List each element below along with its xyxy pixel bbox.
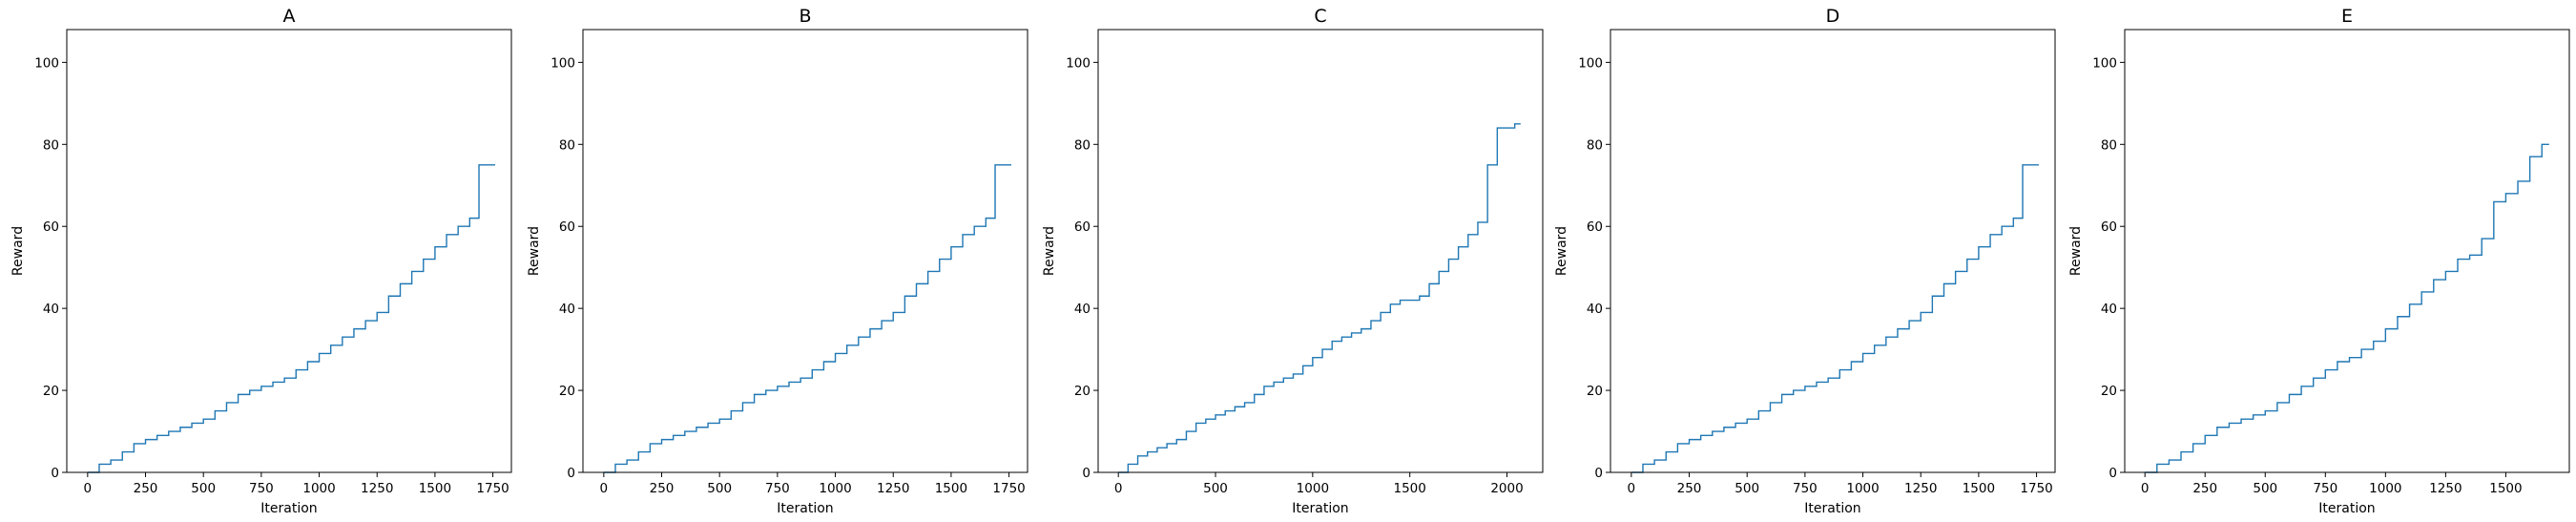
chart-title: B [799, 6, 811, 27]
y-tick-label: 60 [559, 219, 575, 235]
x-axis-label: Iteration [260, 501, 317, 516]
x-axis-label: Iteration [777, 501, 833, 516]
x-tick-label: 1000 [1846, 481, 1879, 496]
plot-frame [2124, 29, 2570, 473]
plot-frame [1097, 29, 1544, 473]
chart-title: E [2341, 6, 2353, 27]
x-tick-label: 0 [600, 481, 609, 496]
y-tick-label: 80 [2101, 137, 2117, 153]
x-tick-label: 500 [2253, 481, 2277, 496]
x-tick-label: 0 [1114, 481, 1123, 496]
x-tick-label: 0 [2141, 481, 2150, 496]
y-tick-label: 40 [2101, 302, 2117, 317]
x-tick-label: 500 [707, 481, 732, 496]
subplot-a: A 0 250 500 750 1000 1250 1500 1750 0 20 40 60 80 100 I… [10, 6, 512, 516]
x-tick-label: 1250 [361, 481, 393, 496]
x-tick-label: 750 [765, 481, 790, 496]
x-tick-label: 250 [650, 481, 675, 496]
y-tick-label: 100 [34, 55, 59, 71]
x-tick-label: 1000 [819, 481, 851, 496]
y-tick-label: 0 [567, 466, 575, 481]
x-tick-label: 1250 [877, 481, 909, 496]
chart-title: D [1826, 6, 1840, 27]
y-tick-label: 60 [2101, 219, 2117, 235]
y-tick-label: 0 [1594, 466, 1603, 481]
y-tick-label: 0 [2109, 466, 2117, 481]
x-tick-label: 1750 [2020, 481, 2052, 496]
x-tick-label: 0 [1628, 481, 1636, 496]
y-tick-label: 100 [1578, 55, 1603, 71]
x-tick-label: 750 [1793, 481, 1818, 496]
plot-frame [1610, 29, 2056, 473]
reward-line [1631, 164, 2040, 473]
y-axis-label: Reward [2068, 226, 2084, 276]
x-tick-label: 500 [191, 481, 216, 496]
y-tick-label: 20 [1074, 384, 1091, 399]
y-tick-label: 100 [1066, 55, 1091, 71]
y-tick-label: 40 [1074, 302, 1091, 317]
x-tick-label: 1500 [419, 481, 451, 496]
x-tick-label: 1750 [992, 481, 1025, 496]
x-tick-label: 250 [1677, 481, 1702, 496]
x-tick-label: 1500 [1963, 481, 1995, 496]
y-tick-label: 20 [1587, 384, 1603, 399]
x-tick-label: 1750 [476, 481, 509, 496]
x-tick-label: 500 [1735, 481, 1759, 496]
y-tick-label: 60 [1587, 219, 1603, 235]
x-tick-label: 1500 [1394, 481, 1426, 496]
x-tick-label: 2000 [1490, 481, 1523, 496]
y-tick-label: 20 [43, 384, 59, 399]
y-tick-label: 0 [51, 466, 59, 481]
chart-title: C [1314, 6, 1326, 27]
y-tick-label: 20 [559, 384, 575, 399]
y-tick-label: 40 [559, 302, 575, 317]
x-tick-label: 750 [249, 481, 274, 496]
plot-frame [582, 29, 1028, 473]
y-tick-label: 0 [1082, 466, 1091, 481]
plot-frame [66, 29, 512, 473]
y-tick-label: 40 [43, 302, 59, 317]
subplot-d: D 0 250 500 750 1000 1250 1500 1750 0 20 40 60 80 100 I… [1554, 6, 2056, 516]
x-axis-label: Iteration [1804, 501, 1860, 516]
y-axis-label: Reward [10, 226, 26, 276]
y-tick-label: 100 [2092, 55, 2117, 71]
y-tick-label: 80 [43, 137, 59, 153]
reward-line [603, 164, 1012, 473]
y-axis-label: Reward [527, 226, 542, 276]
subplot-c: C 0 500 1000 1500 2000 0 20 40 60 80 100 Iteration Re… [1042, 6, 1544, 516]
y-tick-label: 80 [559, 137, 575, 153]
y-axis-label: Reward [1554, 226, 1569, 276]
x-axis-label: Iteration [2318, 501, 2375, 516]
reward-line [2145, 143, 2549, 473]
subplot-e: E 0 250 500 750 1000 1250 1500 0 20 40 60 80 100 Itera… [2068, 6, 2570, 516]
x-tick-label: 250 [2192, 481, 2217, 496]
y-tick-label: 60 [1074, 219, 1091, 235]
x-tick-label: 1250 [2429, 481, 2462, 496]
x-axis-label: Iteration [1292, 501, 1348, 516]
chart-title: A [283, 6, 296, 27]
y-tick-label: 60 [43, 219, 59, 235]
reward-line [1118, 123, 1521, 473]
reward-line [87, 164, 496, 473]
y-tick-label: 40 [1587, 302, 1603, 317]
x-tick-label: 500 [1203, 481, 1228, 496]
x-tick-label: 0 [84, 481, 93, 496]
y-axis-label: Reward [1042, 226, 1057, 276]
y-tick-label: 100 [551, 55, 575, 71]
x-tick-label: 1250 [1904, 481, 1937, 496]
x-tick-label: 750 [2313, 481, 2337, 496]
x-tick-label: 1500 [2489, 481, 2522, 496]
x-tick-label: 1000 [1297, 481, 1329, 496]
y-tick-label: 80 [1074, 137, 1091, 153]
y-tick-label: 80 [1587, 137, 1603, 153]
subplot-b: B 0 250 500 750 1000 1250 1500 1750 0 20 40 60 80 100 I… [527, 6, 1028, 516]
x-tick-label: 1000 [2369, 481, 2401, 496]
x-tick-label: 250 [134, 481, 158, 496]
x-tick-label: 1500 [935, 481, 967, 496]
x-tick-label: 1000 [302, 481, 335, 496]
y-tick-label: 20 [2101, 384, 2117, 399]
